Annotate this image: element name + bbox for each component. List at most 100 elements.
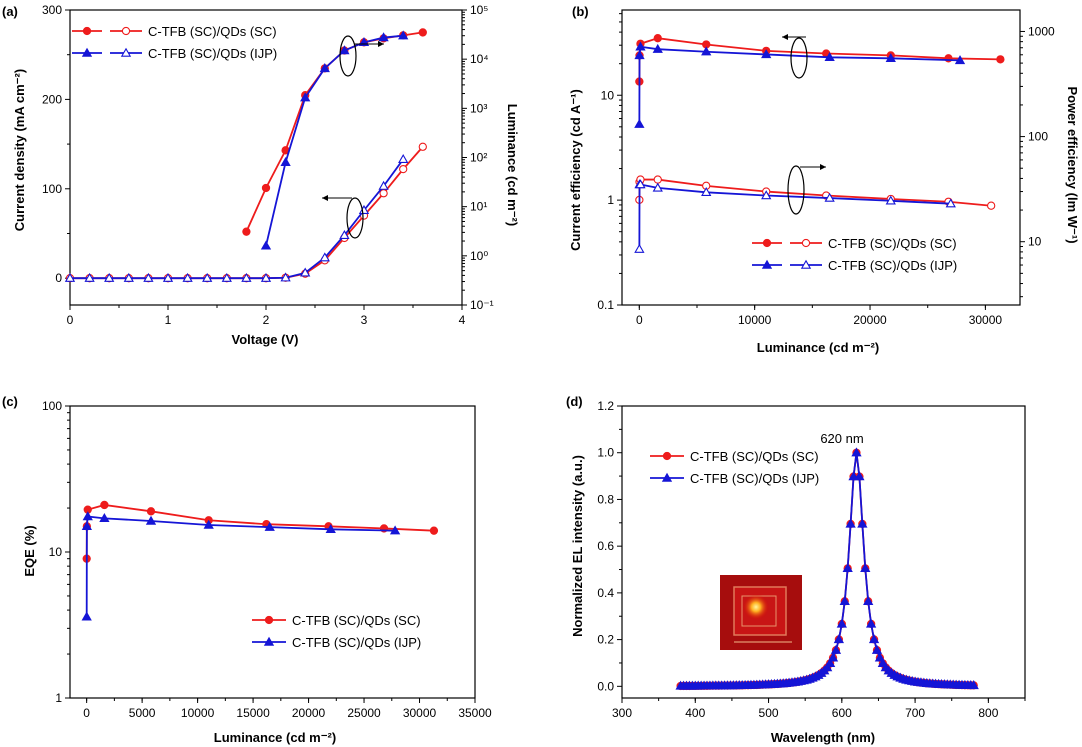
panel-b-legend-marker-a-1: [761, 259, 773, 269]
panel-d-series-1-point-58: [845, 518, 856, 528]
panel-b-ylabel: Current efficiency (cd A⁻¹): [568, 89, 583, 251]
panel-c-xtick-label-6: 30000: [403, 706, 437, 720]
inset-emission-spot: [743, 594, 769, 620]
panel-a-ytick-label-2: 200: [42, 92, 62, 106]
panel-c-series-1-point-0: [81, 611, 92, 621]
panel-a-legend-marker-b-0: [121, 26, 131, 36]
panel-b-series-1-point-2: [635, 41, 646, 51]
panel-a-series-1-point-2: [104, 272, 115, 282]
panel-b-power-eff-ellipse: [787, 165, 805, 215]
panel-d-series-1-point-55: [836, 618, 847, 628]
panel-c-xtick-label-0: 0: [83, 706, 90, 720]
panel-d-inset-device-photo: [720, 575, 802, 650]
panel-a-series-0-point-18: [418, 142, 427, 151]
panel-c-legend-label-0: C-TFB (SC)/QDs (SC): [292, 613, 421, 628]
panel-b-series-1-point-1: [634, 50, 645, 60]
panel-d-ytick-label-4: 0.8: [597, 492, 614, 506]
panel-a-series-1-point-1: [84, 272, 95, 282]
panel-a-ytick-label-1: 100: [42, 182, 62, 196]
panel-c-series-1-line: [85, 515, 396, 617]
panel-a-series-2-point-0: [242, 227, 251, 236]
panel-a-y2tick-label-4: 10³: [470, 101, 487, 115]
panel-a-series-3-point-1: [280, 156, 291, 166]
panel-d-series-0-line: [680, 452, 974, 687]
panel-a-y2tick-label-3: 10²: [470, 151, 487, 165]
panel-d-label: (d): [566, 394, 583, 409]
panel-d-chart: (d) Wavelength (nm) Normalized EL intens…: [566, 394, 1026, 745]
panel-b-series-0-point-3: [653, 34, 662, 43]
panel-d-series-1-point-65: [865, 618, 877, 628]
panel-c-ylabel: EQE (%): [22, 525, 37, 576]
panel-a-chart: (a) Voltage (V) Current density (mA cm⁻²…: [2, 3, 520, 347]
panel-a-series-3-point-4: [339, 45, 350, 55]
panel-b-series-3-point-5: [761, 190, 772, 200]
panel-a-luminance-ellipse: [339, 35, 357, 77]
panel-b-y2-ytick-label-0: 10: [1028, 235, 1042, 249]
panel-c-series-0-point-3: [100, 500, 109, 510]
panel-a-ytick-label-3: 300: [42, 3, 62, 17]
panel-a-series-1-point-12: [300, 267, 311, 277]
panel-b-series-1-line: [638, 45, 961, 125]
panel-d-ylabel: Normalized EL intensity (a.u.): [570, 455, 585, 637]
panel-a-series-0-line: [70, 146, 424, 280]
panel-b-legend-marker-b-1: [800, 259, 812, 269]
panel-c-series-1-point-2: [82, 511, 93, 521]
panel-a-xlabel: Voltage (V): [232, 332, 299, 347]
panel-d-series-1-point-63: [860, 563, 871, 573]
panel-c-series-1-point-4: [145, 515, 157, 525]
panel-d-legend-label-0: C-TFB (SC)/QDs (SC): [690, 449, 819, 464]
panel-d-ytick-label-1: 0.2: [597, 633, 614, 647]
panel-a-series-1-point-4: [143, 272, 154, 282]
panel-c-series-1-point-1: [81, 520, 93, 530]
panel-c-series-0-point-9: [429, 526, 439, 535]
panel-d-series-1-point-62: [857, 518, 868, 528]
panel-b-series-2-point-3: [653, 175, 662, 184]
panel-b-y2-ytick-label-2: 1000: [1028, 24, 1055, 38]
panel-a-series-2-line: [245, 31, 423, 233]
panel-b-xtick-label-3: 30000: [969, 313, 1003, 327]
panel-b-series-3-point-0: [634, 243, 645, 253]
panel-a-y2label: Luminance (cd m⁻²): [505, 104, 520, 226]
panel-a-xtick-label-3: 3: [361, 313, 368, 327]
panel-a-series-1-point-17: [398, 153, 409, 163]
panel-c-ytick-label-2: 100: [42, 399, 62, 413]
panel-b-xlabel: Luminance (cd m⁻²): [757, 340, 879, 355]
panel-b-legend-marker-a-0: [762, 238, 772, 248]
panel-d-xtick-label-1: 400: [685, 706, 705, 720]
panel-d-series-1-point-53: [830, 644, 842, 654]
panel-a-series-1-point-3: [123, 272, 134, 282]
panel-d-series-1-point-57: [842, 563, 853, 573]
panel-c-legend-entry-0: C-TFB (SC)/QDs (SC): [252, 613, 421, 628]
panel-b-y2label: Power efficiency (lm W⁻¹): [1065, 86, 1080, 243]
panel-a-series-3-point-2: [300, 92, 311, 102]
panel-d-series-1-point-67: [871, 644, 883, 654]
panel-a-xtick-label-2: 2: [263, 313, 270, 327]
panel-c-series-1-point-5: [203, 519, 214, 529]
panel-d-legend-entry-0: C-TFB (SC)/QDs (SC): [650, 449, 819, 464]
panel-c-ytick-label-1: 10: [49, 545, 63, 559]
panel-b-label: (b): [572, 4, 589, 19]
panel-d-series-1-point-56: [839, 595, 850, 605]
panel-a-ylabel: Current density (mA cm⁻²): [12, 69, 27, 231]
panel-d-ytick-label-3: 0.6: [597, 539, 614, 553]
panel-a-current-ellipse: [346, 197, 364, 239]
panel-a-legend-entry-1: C-TFB (SC)/QDs (IJP): [72, 46, 277, 61]
panel-b-series-1-point-6: [824, 52, 835, 62]
panel-a-annotations: [322, 35, 384, 239]
panel-d-series-1-line: [680, 452, 974, 687]
panel-b-series-1-point-8: [954, 55, 966, 65]
panel-b-legend-entry-0: C-TFB (SC)/QDs (SC): [752, 236, 957, 251]
panel-b-series-2-point-9: [987, 201, 996, 210]
panel-c-series-0-point-4: [146, 507, 156, 516]
panel-b-chart: (b) Luminance (cd m⁻²) Current efficienc…: [568, 4, 1080, 355]
panel-a-legend-marker-b-1: [120, 47, 132, 57]
panel-a-series-0-point-17: [399, 164, 408, 174]
panel-d-xtick-label-2: 500: [759, 706, 779, 720]
panel-a-legend-label-1: C-TFB (SC)/QDs (IJP): [148, 46, 277, 61]
panel-d-legend-marker-1: [661, 472, 673, 482]
panel-b-ytick-label-2: 10: [601, 88, 615, 102]
panel-c-ytick-label-0: 1: [55, 691, 62, 705]
panel-b-xtick-label-0: 0: [636, 313, 643, 327]
panel-a-y2tick-label-0: 10⁻¹: [470, 298, 494, 312]
